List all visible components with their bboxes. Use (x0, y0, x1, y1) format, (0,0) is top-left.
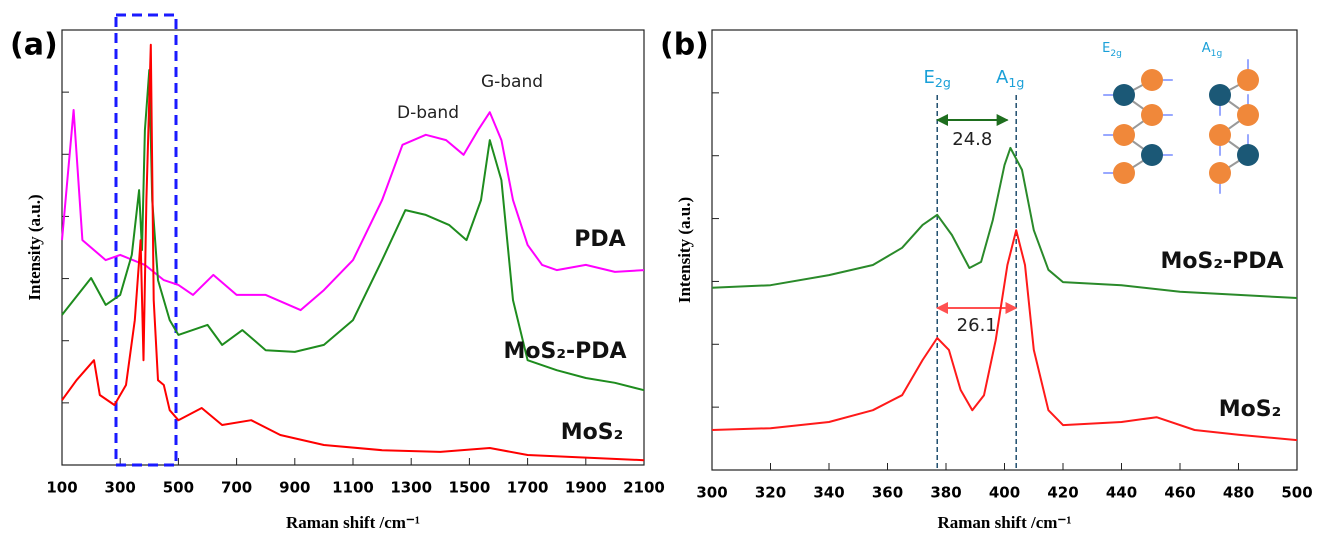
inset-label-sub: 2g (1110, 49, 1122, 59)
atom (1237, 69, 1259, 91)
x-tick-label: 500 (163, 479, 194, 497)
marker-label: A1g (996, 67, 1024, 90)
inset-label-base: A (1202, 41, 1211, 56)
y-axis-label: Intensity (a.u.) (25, 194, 44, 300)
atom (1141, 69, 1163, 91)
x-tick-label: 460 (1164, 484, 1195, 502)
marker-label-sub: 2g (935, 75, 951, 90)
series-label: MoS₂ (561, 420, 624, 445)
inset-label-sub: 1g (1211, 49, 1223, 59)
annotation: G-band (481, 72, 543, 92)
atom (1141, 104, 1163, 126)
series-label: MoS₂-PDA (503, 339, 626, 364)
series-line (61, 69, 645, 392)
marker-label-sub: 1g (1008, 75, 1024, 90)
x-tick-label: 400 (989, 484, 1020, 502)
x-tick-label: 440 (1106, 484, 1137, 502)
x-tick-label: 900 (279, 479, 310, 497)
panel-label: (a) (10, 28, 58, 63)
y-axis-label: Intensity (a.u.) (675, 197, 694, 303)
marker-label-base: A (996, 67, 1009, 88)
x-tick-label: 380 (930, 484, 961, 502)
x-tick-label: 340 (813, 484, 844, 502)
x-tick-label: 360 (872, 484, 903, 502)
series-line (711, 146, 1298, 299)
x-tick-label: 500 (1281, 484, 1312, 502)
series-line (61, 43, 645, 462)
atom (1141, 144, 1163, 166)
x-axis-label: Raman shift /cm⁻¹ (286, 513, 420, 532)
atom (1209, 162, 1231, 184)
atom (1209, 124, 1231, 146)
x-tick-label: 1700 (507, 479, 549, 497)
x-tick-label: 300 (105, 479, 136, 497)
x-tick-label: 1500 (449, 479, 491, 497)
x-tick-label: 1900 (565, 479, 607, 497)
inset-label: A1g (1202, 41, 1222, 59)
x-tick-label: 1300 (390, 479, 432, 497)
marker-label-base: E (924, 67, 935, 88)
x-tick-label: 100 (46, 479, 77, 497)
x-tick-label: 2100 (623, 479, 665, 497)
x-axis-label: Raman shift /cm⁻¹ (937, 513, 1071, 532)
x-tick-label: 700 (221, 479, 252, 497)
series-label: MoS₂ (1219, 397, 1282, 422)
atom (1113, 162, 1135, 184)
spacing-label: 24.8 (952, 129, 992, 150)
atom (1209, 84, 1231, 106)
atom (1237, 104, 1259, 126)
spacing-label: 26.1 (957, 315, 997, 336)
annotation: D-band (397, 103, 459, 123)
panel-label: (b) (660, 28, 709, 63)
x-tick-label: 420 (1047, 484, 1078, 502)
series-label: MoS₂-PDA (1160, 249, 1283, 274)
series-label: PDA (574, 227, 625, 252)
x-tick-label: 300 (696, 484, 727, 502)
x-tick-label: 320 (755, 484, 786, 502)
atom (1113, 124, 1135, 146)
atom (1237, 144, 1259, 166)
inset-label-base: E (1102, 41, 1110, 56)
x-tick-label: 480 (1223, 484, 1254, 502)
series-line (61, 109, 645, 312)
inset-label: E2g (1102, 41, 1122, 59)
marker-label: E2g (924, 67, 951, 90)
x-tick-label: 1100 (332, 479, 374, 497)
atom (1113, 84, 1135, 106)
series-line (711, 229, 1298, 442)
